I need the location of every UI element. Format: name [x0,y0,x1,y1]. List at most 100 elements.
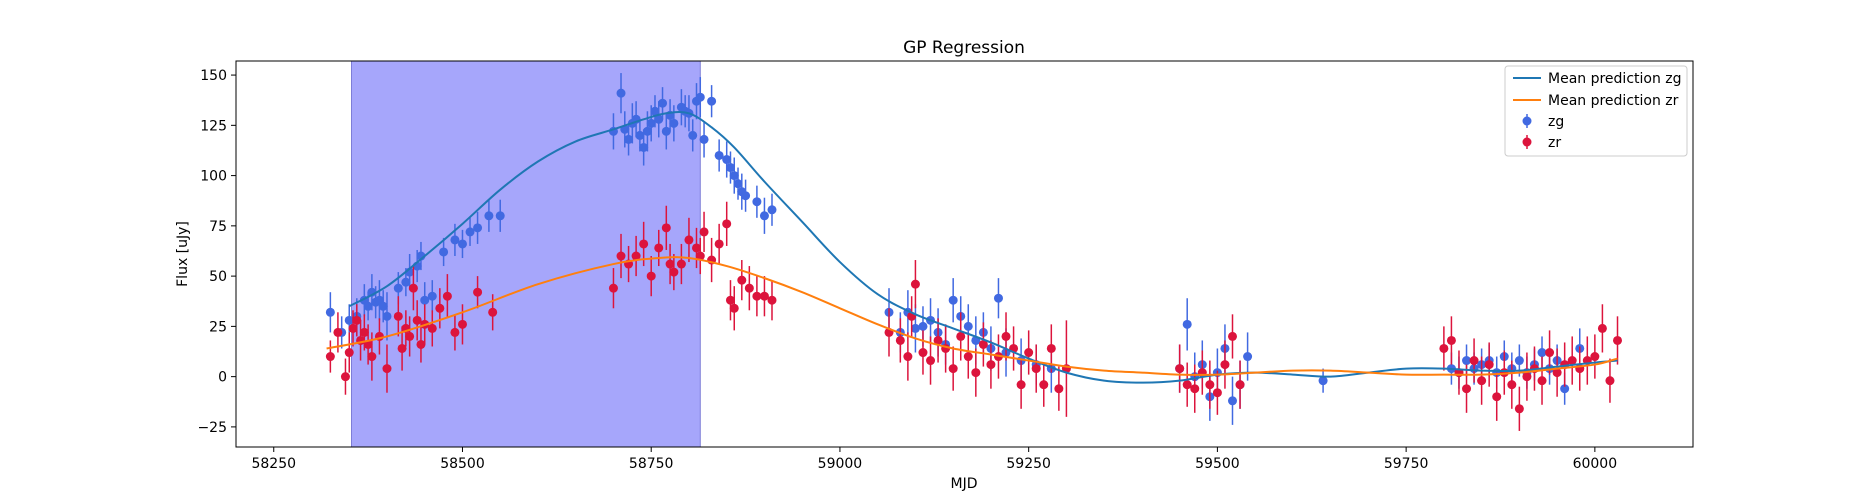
mean-line-zg [348,110,1618,384]
data-point-zr [416,339,426,349]
data-point-zr [1446,335,1456,345]
data-point-zr [1552,368,1562,378]
data-point-zr [646,271,656,281]
data-point-zr [1439,343,1449,353]
data-point-zr [1031,364,1041,374]
data-point-zr [631,251,641,261]
data-point-zg [624,134,634,144]
y-tick-label: 100 [200,169,227,185]
data-point-zr [473,287,483,297]
data-point-zr [608,283,618,293]
y-tick-label: 0 [218,370,227,386]
data-point-zr [1016,380,1026,390]
data-point-zg [382,311,392,321]
data-point-zr [616,251,626,261]
data-point-zg [699,134,709,144]
data-point-zr [435,303,445,313]
y-tick-label: 25 [209,319,227,335]
data-point-zr [1046,343,1056,353]
data-point-zr [1227,331,1237,341]
data-point-zg [669,118,679,128]
data-point-zg [963,321,973,331]
data-point-zr [725,295,735,305]
data-point-zr [1462,384,1472,394]
data-point-zg [1243,352,1253,362]
data-point-zg [722,155,732,165]
x-tick-label: 59500 [1195,456,1240,472]
data-point-zg [1462,356,1472,366]
y-axis-label: Flux [uJy] [175,221,191,287]
x-tick-label: 59750 [1384,456,1429,472]
data-point-zr [450,327,460,337]
data-point-zg [495,211,505,221]
data-point-zg [741,191,751,201]
data-point-zr [382,364,392,374]
data-point-zr [654,243,664,253]
data-point-zg [427,291,437,301]
chart-title: GP Regression [903,38,1025,58]
data-point-zg [457,239,467,249]
data-point-zr [978,339,988,349]
data-point-zr [744,283,754,293]
plot-area-frame [235,60,1694,448]
x-axis-label: MJD [951,476,978,492]
data-point-zr [333,327,343,337]
data-point-zr [344,348,354,358]
data-point-zr [367,352,377,362]
data-point-zg [473,223,483,233]
data-point-zg [439,247,449,257]
data-point-zg [767,205,777,215]
y-tick-label: −25 [197,420,227,436]
legend-marker [1522,137,1532,147]
data-point-zr [405,331,415,341]
legend: Mean prediction zg Mean prediction zr zg… [1504,65,1688,157]
data-point-zr [910,279,920,289]
data-point-zg [948,295,958,305]
data-point-zr [1024,348,1034,358]
data-point-zg [363,301,373,311]
data-point-zr [1212,388,1222,398]
data-point-zg [616,88,626,98]
data-point-zr [1522,372,1532,382]
y-tick-label: 125 [200,118,227,134]
data-point-zr [895,335,905,345]
data-point-zr [1175,364,1185,374]
data-point-zr [408,283,418,293]
data-point-zr [325,352,335,362]
data-point-zg [344,315,354,325]
data-point-zr [1190,384,1200,394]
data-point-zr [1477,376,1487,386]
data-point-zr [1054,384,1064,394]
legend-label-zg: zg [1548,114,1564,130]
data-point-zr [359,327,369,337]
data-point-zr [695,251,705,261]
legend-swatch-zg-point [1522,114,1532,128]
data-point-zg [1537,348,1547,358]
data-point-zr [1597,323,1607,333]
data-point-zr [1039,380,1049,390]
data-point-zg [654,114,664,124]
data-point-zr [714,239,724,249]
x-tick-label: 58250 [251,456,296,472]
data-point-zr [918,348,928,358]
data-point-zg [465,227,475,237]
data-point-zr [1537,376,1547,386]
data-point-zg [450,235,460,245]
data-point-zr [457,319,467,329]
data-point-zg [1182,319,1192,329]
data-point-zg [688,130,698,140]
data-point-zr [676,259,686,269]
data-point-zg [695,92,705,102]
data-point-zg [729,171,739,181]
data-point-zr [956,331,966,341]
data-point-zr [767,295,777,305]
data-point-zr [665,259,675,269]
data-point-zr [352,315,362,325]
x-tick-label: 60000 [1573,456,1618,472]
data-point-zr [488,307,498,317]
series-zr [325,201,1623,431]
legend-box [1504,65,1688,157]
legend-marker [1522,116,1532,126]
y-tick-label: 75 [209,219,227,235]
data-point-zr [722,219,732,229]
